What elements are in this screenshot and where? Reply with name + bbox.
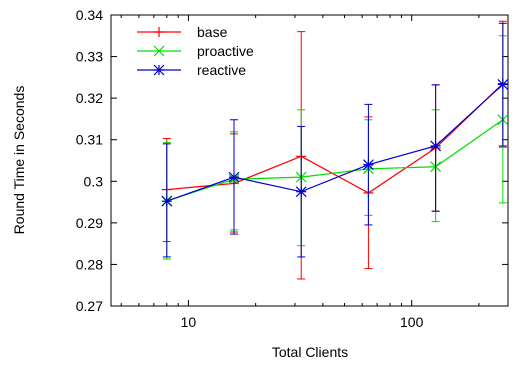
marker-stroke — [430, 140, 442, 152]
data-point — [295, 186, 307, 198]
y-axis-label: Round Time in Seconds — [11, 86, 27, 235]
series-layer — [161, 20, 509, 280]
legend-label: base — [197, 24, 228, 40]
y-tick-label: 0.33 — [76, 49, 103, 65]
data-point — [362, 159, 374, 171]
y-tick-label: 0.31 — [76, 132, 103, 148]
y-tick-label: 0.3 — [84, 173, 104, 189]
marker-stroke — [161, 195, 173, 207]
series-line — [166, 83, 504, 194]
legend-entry: proactive — [137, 43, 254, 59]
marker-stroke — [362, 159, 374, 171]
data-point — [153, 64, 165, 76]
y-tick-label: 0.27 — [76, 298, 103, 314]
y-tick-label: 0.34 — [76, 7, 103, 23]
y-tick-label: 0.28 — [76, 256, 103, 272]
data-point — [161, 195, 173, 207]
data-point — [153, 45, 165, 57]
marker-stroke — [228, 171, 240, 183]
legend-entry: base — [137, 24, 228, 40]
marker-stroke — [153, 45, 165, 57]
data-point — [497, 79, 509, 90]
legend-label: proactive — [197, 43, 254, 59]
data-point — [228, 171, 240, 183]
x-axis-label: Total Clients — [272, 344, 348, 360]
y-tick-label: 0.32 — [76, 90, 103, 106]
legend: base proactive reactive — [137, 24, 254, 78]
series-line — [166, 83, 504, 202]
series-base — [161, 20, 508, 280]
marker-stroke — [497, 79, 509, 90]
legend-label: reactive — [197, 62, 246, 78]
series-reactive — [161, 22, 509, 258]
axes-layer: 0.27 0.28 0.29 0.3 0.31 0.32 0.33 0.34 10 100 — [76, 7, 509, 330]
x-tick-label: 10 — [181, 314, 197, 330]
plot-frame — [110, 14, 509, 307]
data-point — [154, 27, 164, 37]
legend-entry: reactive — [137, 62, 246, 78]
series-line — [166, 119, 504, 202]
marker-stroke — [295, 186, 307, 198]
y-tick-label: 0.29 — [76, 215, 103, 231]
x-tick-label: 100 — [400, 314, 424, 330]
data-point — [430, 140, 442, 152]
marker-stroke — [153, 64, 165, 76]
